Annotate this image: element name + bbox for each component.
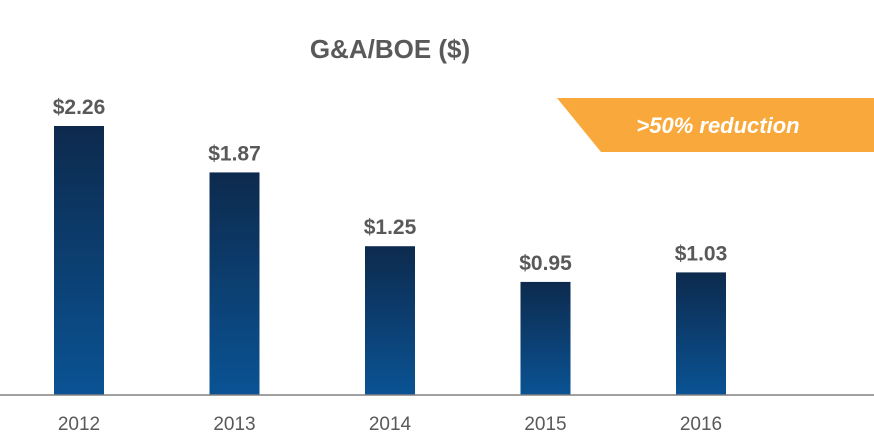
callout-text: >50% reduction [636, 113, 799, 138]
chart-title: G&A/BOE ($) [310, 34, 470, 64]
callout-banner [557, 98, 874, 152]
value-label-2014: $1.25 [364, 216, 417, 239]
value-label-2016: $1.03 [675, 242, 728, 265]
bar-2015 [520, 281, 571, 395]
x-tick-2012: 2012 [58, 414, 100, 435]
x-tick-2015: 2015 [524, 414, 566, 435]
bars-group [54, 126, 726, 395]
value-label-2015: $0.95 [519, 252, 572, 275]
bar-2014 [365, 246, 415, 395]
bar-2013 [209, 172, 260, 395]
bar-2012 [54, 126, 104, 395]
value-label-2013: $1.87 [208, 142, 261, 165]
x-tick-2014: 2014 [369, 414, 412, 435]
value-labels-group: $2.26 $1.87 $1.25 $0.95 $1.03 [53, 96, 728, 275]
x-tick-2016: 2016 [680, 414, 722, 435]
reduction-callout: >50% reduction [557, 98, 874, 152]
x-tick-labels-group: 2012 2013 2014 2015 2016 [58, 414, 722, 435]
bar-2016 [676, 272, 726, 395]
x-tick-2013: 2013 [213, 414, 255, 435]
value-label-2012: $2.26 [53, 96, 106, 119]
